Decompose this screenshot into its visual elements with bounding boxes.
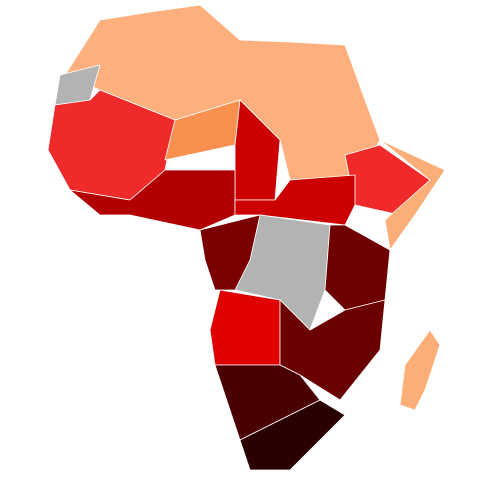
congo-gabon: [199, 214, 261, 291]
central-north: [234, 174, 356, 226]
madagascar: [399, 329, 441, 411]
angola: [209, 289, 281, 366]
south-africa: [239, 399, 346, 471]
